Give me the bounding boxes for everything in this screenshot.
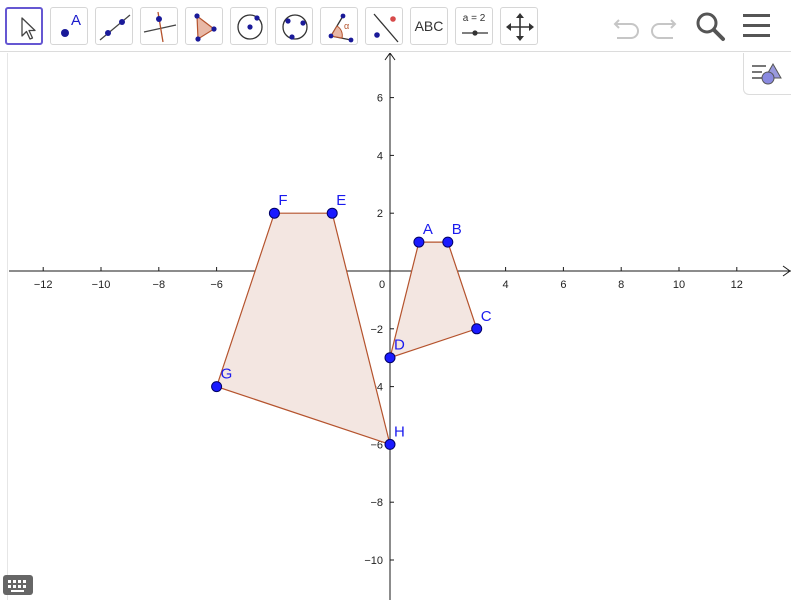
move-view-icon	[506, 13, 534, 41]
point-label-b: B	[452, 221, 462, 238]
redo-icon	[651, 19, 677, 39]
point-label-c: C	[481, 308, 492, 325]
tool-angle[interactable]: α	[320, 7, 358, 45]
search-icon	[696, 12, 725, 41]
tool-circle-three-points[interactable]	[275, 7, 313, 45]
point-g[interactable]	[211, 381, 223, 393]
tool-reflect-about-line[interactable]	[365, 7, 403, 45]
x-tick-label: 4	[503, 279, 509, 291]
x-axis-arrow	[782, 265, 791, 277]
point-tool-label: A	[71, 12, 82, 29]
point-label-d: D	[394, 337, 405, 354]
point-label-g: G	[221, 366, 233, 383]
line-icon	[99, 14, 131, 41]
tool-perpendicular-line[interactable]	[140, 7, 178, 45]
point-label-a: A	[423, 221, 433, 238]
cursor-arrow-icon	[21, 17, 36, 40]
keyboard-icon	[8, 580, 26, 592]
angle-tool-label: α	[344, 21, 350, 31]
tool-slider[interactable]: a = 2	[455, 7, 493, 45]
tool-text[interactable]: ABC	[410, 7, 448, 45]
point-b[interactable]	[442, 236, 454, 248]
y-tick-label: −2	[370, 324, 383, 336]
x-tick-label: −12	[34, 279, 53, 291]
perpendicular-line-icon	[143, 11, 177, 43]
menu-button[interactable]	[739, 8, 775, 44]
point-f[interactable]	[268, 207, 280, 219]
undo-button[interactable]	[609, 8, 645, 44]
keyboard-button[interactable]	[3, 575, 33, 595]
x-tick-label: −6	[210, 279, 223, 291]
algebra-view-toggle[interactable]	[743, 53, 791, 95]
x-tick-label: −10	[92, 279, 111, 291]
algebra-view-icon	[752, 62, 782, 85]
x-tick-label: 0	[379, 279, 385, 291]
point-label-h: H	[394, 423, 405, 440]
graphics-view[interactable]: −12−10−8−6−4−2024681012 642−2−4−6−8−10 A…	[0, 52, 791, 600]
tool-move[interactable]	[5, 7, 43, 45]
y-tick-label: 2	[377, 208, 383, 220]
circle-three-points-icon	[282, 14, 308, 40]
tool-polygon[interactable]	[185, 7, 223, 45]
undo-icon	[613, 19, 639, 39]
toolbar: A	[0, 0, 791, 52]
polygon-icon	[194, 13, 217, 42]
x-tick-label: −8	[153, 279, 166, 291]
point-h[interactable]	[384, 438, 396, 450]
y-tick-label: −8	[370, 497, 383, 509]
point-c[interactable]	[471, 323, 483, 335]
search-button[interactable]	[692, 8, 728, 44]
tool-line[interactable]	[95, 7, 133, 45]
point-label-f: F	[278, 192, 287, 209]
y-tick-label: −10	[364, 555, 383, 567]
redo-button[interactable]	[645, 8, 681, 44]
tool-point[interactable]: A	[50, 7, 88, 45]
point-e[interactable]	[326, 207, 338, 219]
slider-icon	[462, 30, 488, 36]
hamburger-menu-icon	[743, 14, 770, 37]
y-tick-label: 4	[377, 150, 383, 162]
polygons[interactable]	[215, 212, 478, 446]
point-d[interactable]	[384, 352, 396, 364]
x-tick-label: 8	[618, 279, 624, 291]
point-a[interactable]	[413, 236, 425, 248]
axes	[9, 52, 791, 600]
y-tick-label: −6	[370, 439, 383, 451]
poly-efgh[interactable]	[215, 212, 391, 446]
point-label-e: E	[336, 192, 346, 209]
angle-icon	[328, 13, 354, 43]
tool-circle-center-point[interactable]	[230, 7, 268, 45]
x-tick-label: 12	[731, 279, 743, 291]
graphics-canvas[interactable]: −12−10−8−6−4−2024681012 642−2−4−6−8−10 A…	[0, 52, 791, 600]
slider-tool-label: a = 2	[462, 13, 486, 24]
circle-center-icon	[237, 14, 263, 40]
reflect-line-icon	[373, 13, 399, 43]
y-axis-arrow	[384, 52, 396, 61]
point-icon	[61, 29, 69, 37]
text-tool-label: ABC	[414, 18, 444, 34]
x-tick-label: 6	[560, 279, 566, 291]
graphics-left-border	[7, 53, 8, 600]
points[interactable]: A B C D E F G H	[211, 192, 492, 450]
x-tick-label: 10	[673, 279, 685, 291]
y-tick-label: 6	[377, 93, 383, 105]
tool-move-graphics-view[interactable]	[500, 7, 538, 45]
